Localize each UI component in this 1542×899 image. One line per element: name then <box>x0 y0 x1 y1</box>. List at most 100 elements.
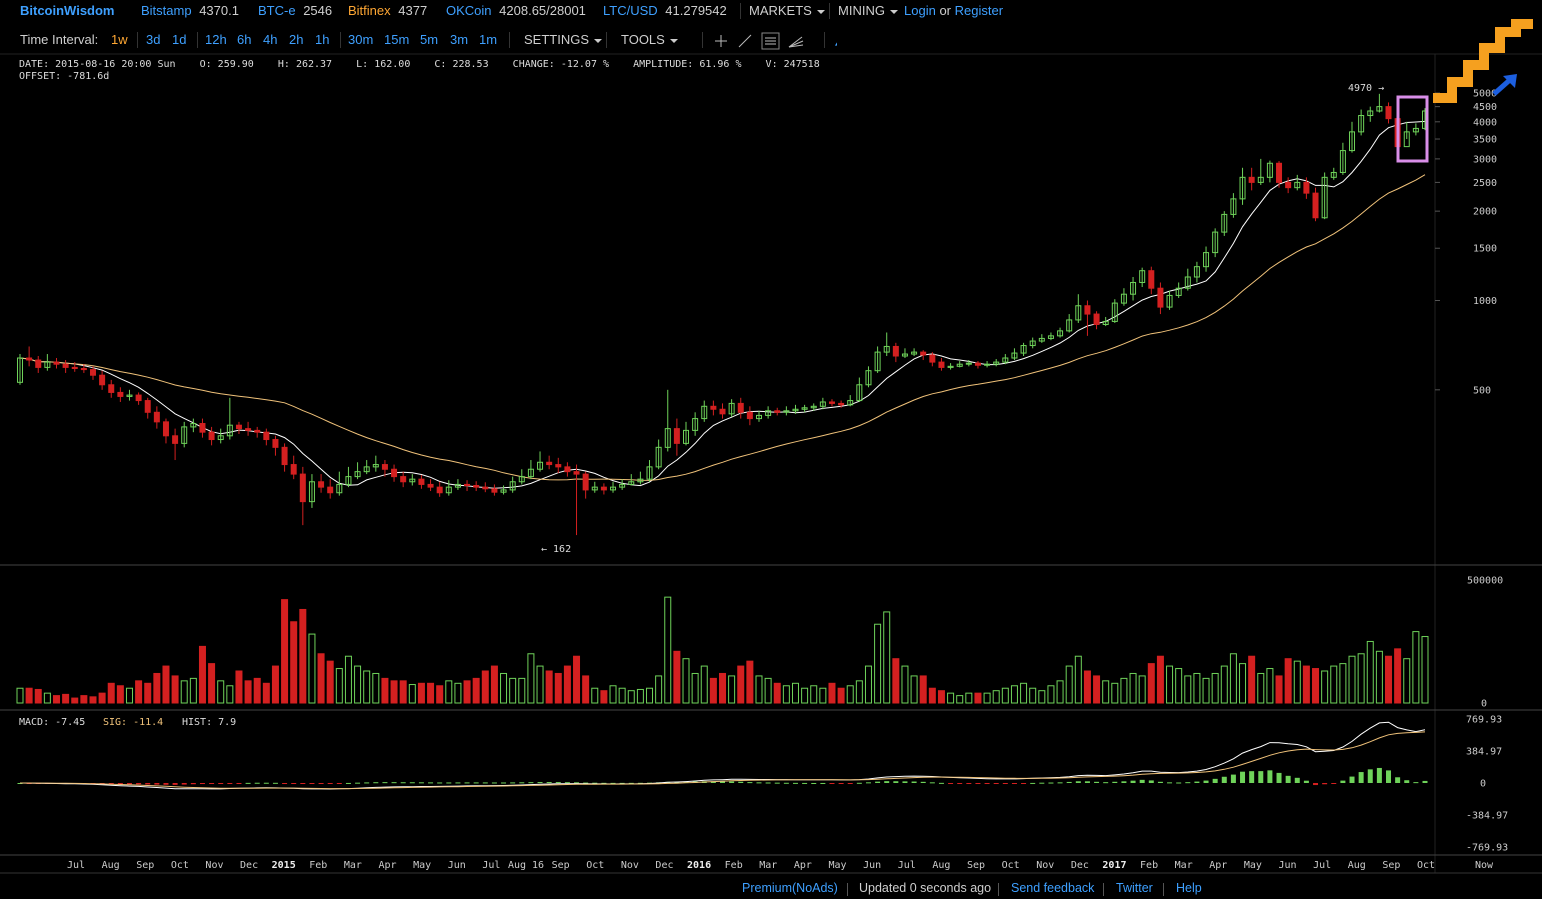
market-bitfinex[interactable]: Bitfinex 4377 <box>348 3 427 18</box>
interval-1h[interactable]: 1h <box>315 32 330 47</box>
volume-bar <box>828 682 836 704</box>
market-bitstamp[interactable]: Bitstamp 4370.1 <box>141 3 239 18</box>
candle-up <box>454 483 461 488</box>
macd-histogram-bar <box>920 781 926 783</box>
settings-menu[interactable]: SETTINGS <box>524 32 603 47</box>
candle-down <box>710 405 717 410</box>
volume-bar <box>947 692 955 704</box>
interval-3m[interactable]: 3m <box>450 32 469 47</box>
interval-1m[interactable]: 1m <box>479 32 498 47</box>
time-axis-label: May <box>1244 860 1262 871</box>
register-link[interactable]: Register <box>954 3 1004 18</box>
axes: 5000 4500 4000 3500 3000 2500 2000 1500 1000 500 5… <box>19 89 1508 871</box>
interval-1w[interactable]: 1w <box>111 32 128 47</box>
volume-bar <box>189 677 197 704</box>
macd-histogram-bar <box>1121 781 1127 783</box>
volume-bar <box>299 608 307 704</box>
time-axis-label: Jul <box>1313 860 1331 871</box>
candle-up <box>591 486 598 491</box>
price-axis-label: 2000 <box>1473 207 1497 218</box>
volume-bar <box>463 680 471 704</box>
help-link[interactable]: Help <box>1176 881 1202 895</box>
parallel-lines-icon[interactable] <box>761 32 780 50</box>
candle-down <box>1385 106 1392 120</box>
volume-bar <box>107 682 115 704</box>
macd-histogram-bar <box>437 782 443 784</box>
candle-down <box>172 435 179 444</box>
candle-down <box>1084 305 1091 315</box>
candle-down <box>26 357 33 361</box>
macd-histogram-bar <box>710 781 716 783</box>
candle-down <box>162 421 169 437</box>
macd-histogram-bar <box>1094 781 1100 783</box>
candle-down <box>299 473 306 503</box>
candle-up <box>883 345 890 353</box>
tools-menu[interactable]: TOOLS <box>621 32 678 47</box>
macd-histogram-bar <box>911 781 917 783</box>
interval-5m[interactable]: 5m <box>420 32 439 47</box>
price-axis-label: 2500 <box>1473 178 1497 189</box>
volume-bar <box>381 677 389 704</box>
volume-bar <box>253 677 261 704</box>
interval-1d[interactable]: 1d <box>172 32 187 47</box>
volume-bar <box>573 655 581 704</box>
interval-6h[interactable]: 6h <box>237 32 252 47</box>
candle-up <box>1376 106 1383 112</box>
candle-up <box>965 362 972 365</box>
macd-indicator <box>17 721 1428 790</box>
time-axis-label: Apr <box>794 860 812 871</box>
market-name: BTC-e <box>258 3 296 18</box>
volume-bar <box>974 692 982 704</box>
candle-down <box>1248 176 1255 183</box>
send-feedback-link[interactable]: Send feedback <box>1011 881 1095 895</box>
fan-icon[interactable] <box>788 36 804 48</box>
candle-down <box>1303 181 1310 194</box>
interval-4h[interactable]: 4h <box>263 32 278 47</box>
market-okcoin[interactable]: OKCoin 4208.65/28001 <box>446 3 586 18</box>
interval-15m[interactable]: 15m <box>384 32 410 47</box>
macd-histogram-bar <box>1276 772 1282 783</box>
volume-bar <box>1202 677 1210 704</box>
candle-up <box>17 357 23 383</box>
time-axis-label: Mar <box>1175 860 1193 871</box>
interval-12h[interactable]: 12h <box>205 32 227 47</box>
market-ltcusd[interactable]: LTC/USD 41.279542 <box>603 3 727 18</box>
bell-icon[interactable] <box>834 36 837 48</box>
volume-bar <box>700 665 708 704</box>
market-btce[interactable]: BTC-e 2546 <box>258 3 332 18</box>
twitter-link[interactable]: Twitter <box>1116 881 1153 895</box>
candle-up <box>637 478 644 483</box>
crosshair-icon[interactable] <box>715 35 727 47</box>
candle-down <box>1093 313 1100 326</box>
candle-down <box>62 363 69 368</box>
price-axis-label: 3500 <box>1473 135 1497 146</box>
macd-histogram-bar <box>948 783 954 784</box>
candle-down <box>135 394 142 402</box>
volume-bar <box>846 685 854 704</box>
mining-menu[interactable]: MINING <box>838 3 898 18</box>
interval-2h[interactable]: 2h <box>289 32 304 47</box>
premium-link[interactable]: Premium(NoAds) <box>742 881 838 895</box>
interval-3d[interactable]: 3d <box>146 32 161 47</box>
auth-links: Login or Register <box>904 3 1003 18</box>
trendline-icon[interactable] <box>738 34 752 48</box>
volume-bar <box>1375 650 1383 704</box>
time-axis-label: Jun <box>448 860 466 871</box>
brand-logo-link[interactable]: BitcoinWisdom <box>20 3 115 18</box>
volume-bar <box>354 665 362 704</box>
markets-menu[interactable]: MARKETS <box>749 3 825 18</box>
candle-up <box>956 363 963 367</box>
volume-bar <box>554 672 562 704</box>
volume-bar <box>89 696 97 704</box>
macd-histogram-bar <box>729 781 735 783</box>
volume-bar <box>1029 687 1037 704</box>
volume-bar <box>417 682 425 704</box>
candle-down <box>582 473 589 491</box>
candle-down <box>719 408 726 415</box>
volume-bar <box>737 665 745 704</box>
volume-bar <box>1065 665 1073 704</box>
interval-30m[interactable]: 30m <box>348 32 374 47</box>
login-link[interactable]: Login <box>904 3 936 18</box>
candle-down <box>573 471 580 475</box>
